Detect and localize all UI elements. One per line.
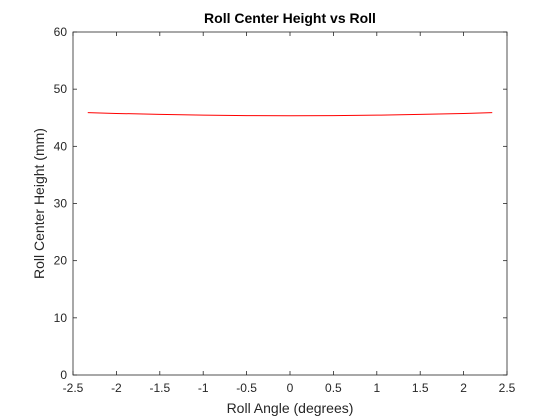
x-tick-label: -2: [111, 381, 122, 395]
x-tick-label: 0: [287, 381, 294, 395]
plot-frame: [72, 31, 508, 376]
chart-title: Roll Center Height vs Roll: [204, 10, 376, 26]
y-tick-label: 50: [54, 82, 68, 96]
x-tick-label: 1.5: [412, 381, 429, 395]
y-tick-label: 20: [54, 254, 68, 268]
series-layer: [87, 112, 493, 117]
y-tick-label: 10: [54, 311, 68, 325]
x-tick-label: -1.5: [149, 381, 170, 395]
x-tick-label: -1: [198, 381, 209, 395]
x-tick-label: -0.5: [236, 381, 257, 395]
x-axis-label: Roll Angle (degrees): [227, 400, 354, 416]
x-tick-label: 2: [460, 381, 467, 395]
y-tick-label: 0: [60, 368, 67, 382]
y-axis-label: Roll Center Height (mm): [31, 128, 47, 279]
y-tick-label: 30: [54, 197, 68, 211]
plot-area: [73, 32, 507, 375]
x-tick-label: 2.5: [499, 381, 516, 395]
y-tick-label: 40: [54, 139, 68, 153]
y-tick-label: 60: [54, 25, 68, 39]
series-line-0: [87, 112, 493, 117]
x-tick-label: 1: [373, 381, 380, 395]
ticks: -2.5 -2 -1.5 -1 -0.5 0 0.5 1 1.5 2 2.5 0 10 20 30 40 50 6…: [54, 25, 516, 395]
x-tick-label: -2.5: [63, 381, 84, 395]
x-tick-label: 0.5: [325, 381, 342, 395]
